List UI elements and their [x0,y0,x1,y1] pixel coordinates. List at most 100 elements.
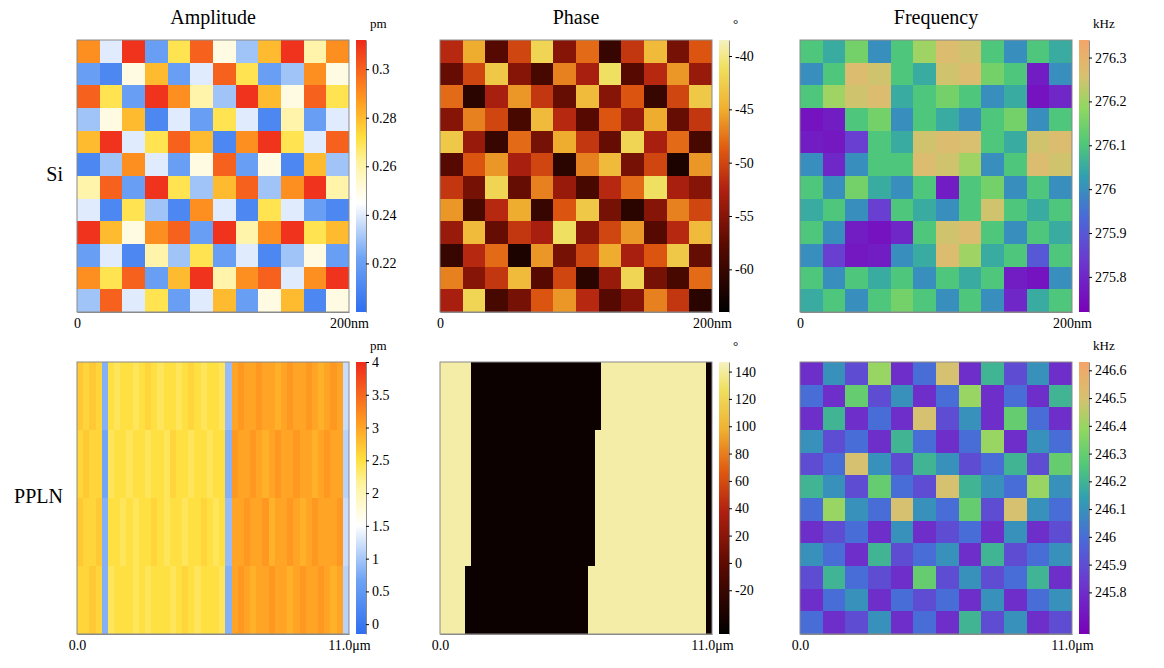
panel: 0200nm-60-55-50-45-40°Phase [437,6,754,331]
cell [663,362,670,431]
colorbar-axis-line [366,363,367,635]
cell [100,176,123,199]
cell [508,498,515,567]
cell [236,131,259,154]
colorbar-tick: 0.3 [366,62,390,77]
cell [576,199,599,222]
cell [913,63,936,86]
cell [576,362,583,431]
cell [182,362,189,431]
cell [201,362,208,431]
cell [102,362,109,431]
cell [77,289,100,312]
cell [281,566,288,634]
cell [145,362,152,431]
cell [446,566,453,634]
cell [293,430,300,499]
cell [644,566,651,634]
cell [465,430,472,499]
cell [599,221,622,244]
x-tick-label: 0.0 [432,638,450,653]
cell [595,362,602,431]
x-tick-label: 11.0μm [328,638,370,653]
cell [324,430,331,499]
cell [318,362,325,431]
cell [100,267,123,290]
colorbar-axis-line [729,41,730,313]
cell [936,589,959,612]
cell [539,430,546,499]
cell [304,153,327,176]
colorbar-tick-label: 0.26 [372,159,397,174]
cell [188,498,195,567]
cell [256,498,263,567]
colorbar-label: ° [733,338,738,353]
cell [176,566,183,634]
cell [126,566,133,634]
cell [108,566,115,634]
cell [463,289,486,312]
cell [213,199,236,222]
cell [244,362,251,431]
cell [114,430,121,499]
cell [489,498,496,567]
cell [190,199,213,222]
cell [800,153,823,176]
cell [1004,475,1027,498]
cell [164,362,171,431]
cell [326,108,349,131]
cell [1049,498,1072,521]
cell [120,362,127,431]
cell [281,131,304,154]
colorbar-tick-mark [729,508,732,509]
colorbar-tick: 0.24 [366,208,397,223]
cell [77,176,100,199]
colorbar-tick: 275.8 [1089,270,1127,285]
cell [644,176,667,199]
cell [326,40,349,63]
cell [981,430,1004,453]
cell [463,199,486,222]
cell [83,430,90,499]
cell [77,430,84,499]
colorbar-tick-mark [366,493,369,494]
colorbar-tick: 40 [729,501,749,516]
cell [613,566,620,634]
cell [845,289,868,312]
colorbar-tick: 246.6 [1089,363,1127,378]
cell [287,566,294,634]
cell [625,362,632,431]
cell [687,362,694,431]
colorbar-tick-mark [729,163,732,164]
cell [485,153,508,176]
cell [139,498,146,567]
cell [508,108,531,131]
colorbar-tick-mark [366,215,369,216]
cell [531,85,554,108]
colorbar-tick-label: 0.24 [372,208,397,223]
cell [219,430,226,499]
panel: 0.011.0μm00.511.522.533.54pmPPLN [14,338,389,653]
panel: 0.011.0μm245.8245.9246246.1246.2246.3246… [792,338,1127,653]
cell [77,131,100,154]
cell [868,153,891,176]
colorbar-tick: -40 [729,49,754,64]
cell [236,199,259,222]
cell [508,85,531,108]
cell [300,362,307,431]
cell [258,131,281,154]
colorbar-tick-label: -55 [735,209,754,224]
cell [959,176,982,199]
cell [440,153,463,176]
cell [667,131,690,154]
cell [1049,430,1072,453]
cell [868,108,891,131]
cell [182,430,189,499]
colorbar-tick-label: 246.6 [1095,363,1127,378]
colorbar-tick-mark [729,399,732,400]
cell [545,566,552,634]
cell [281,153,304,176]
colorbar-axis: -20020406080100120140 [729,363,756,635]
cell [304,267,327,290]
cell [613,430,620,499]
